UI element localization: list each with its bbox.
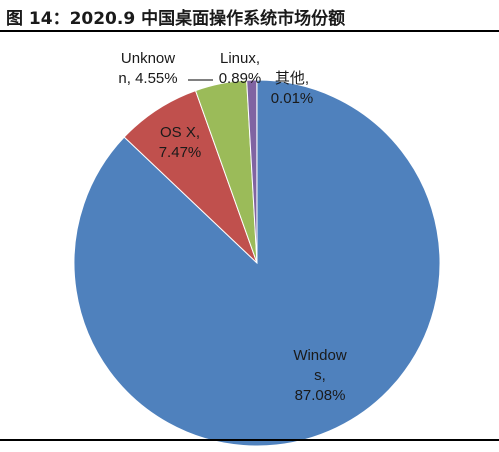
data-label-unknown: Unknow n, 4.55% — [118, 50, 177, 87]
chart-title: 图 14：2020.9 中国桌面操作系统市场份额 — [6, 9, 346, 29]
data-label-os-x: OS X, 7.47% — [159, 124, 202, 161]
data-label-windows: Window s, 87.08% — [293, 347, 347, 404]
bottom-rule — [0, 439, 499, 441]
top-rule — [0, 30, 499, 32]
data-label-其他: 其他, 0.01% — [271, 70, 314, 107]
data-label-linux: Linux, 0.89% — [219, 50, 262, 87]
